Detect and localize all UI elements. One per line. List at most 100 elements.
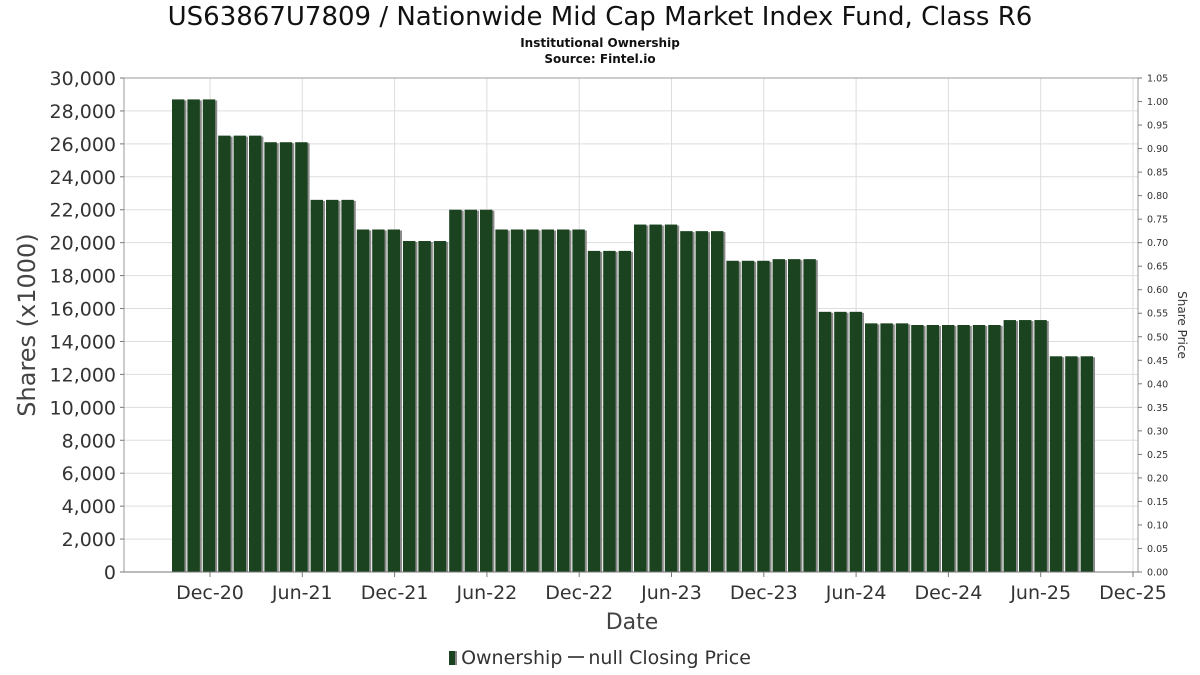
y2-tick-label: 1.05	[1147, 74, 1168, 85]
ownership-bar	[310, 199, 323, 572]
x-tick-label: Jun-25	[1009, 582, 1071, 604]
y-tick-label: 18,000	[50, 266, 116, 288]
ownership-bar	[649, 224, 662, 572]
y2-tick-label: 0.35	[1147, 403, 1168, 414]
ownership-bar	[218, 135, 231, 572]
ownership-bar	[618, 250, 631, 572]
ownership-bar	[711, 231, 724, 572]
x-axis: Dec-20 Jun-21 Dec-21 Jun-22 Dec-22 Jun-23 Dec-…	[124, 571, 1167, 604]
x-tick-label: Dec-22	[545, 582, 613, 604]
x-tick-label: Dec-21	[361, 582, 429, 604]
y2-tick-label: 0.30	[1147, 426, 1168, 437]
x-tick-label: Dec-24	[914, 582, 982, 604]
y-tick-label: 22,000	[50, 200, 116, 222]
ownership-bar	[464, 209, 477, 572]
y-tick-label: 0	[104, 562, 116, 584]
ownership-bar	[356, 229, 370, 572]
ownership-bar	[279, 142, 293, 572]
y2-tick-label: 0.95	[1147, 121, 1168, 132]
y2-tick-label: 0.75	[1147, 215, 1168, 226]
y2-tick-label: 0.85	[1147, 168, 1168, 179]
y-tick-label: 4,000	[62, 496, 116, 518]
ownership-bar	[264, 142, 277, 572]
chart-title: US63867U7809 / Nationwide Mid Cap Market…	[167, 2, 1033, 32]
ownership-bar	[1003, 320, 1016, 572]
ownership-bar	[634, 224, 647, 572]
ownership-bar	[495, 229, 508, 572]
ownership-bar	[372, 229, 385, 572]
ownership-bar	[849, 311, 862, 572]
ownership-bar	[926, 325, 939, 572]
y-tick-label: 16,000	[50, 299, 116, 321]
ownership-bar	[942, 325, 955, 572]
y-tick-label: 24,000	[50, 167, 116, 189]
y2-tick-label: 0.90	[1147, 144, 1168, 155]
ownership-bar	[803, 259, 816, 572]
y2-axis-label: Share Price	[1175, 291, 1189, 359]
ownership-bar	[541, 229, 554, 572]
bar-series-ownership	[172, 99, 1095, 572]
legend: Ownership null Closing Price	[0, 647, 1200, 669]
ownership-bar	[341, 199, 354, 572]
ownership-bar	[326, 199, 339, 572]
ownership-bar	[510, 229, 524, 572]
ownership-bar	[387, 229, 400, 572]
y2-tick-label: 0.60	[1147, 285, 1168, 296]
ownership-bar	[880, 323, 893, 572]
y-tick-label: 6,000	[62, 463, 116, 485]
ownership-bar	[726, 260, 739, 572]
legend-price-label: null Closing Price	[588, 647, 751, 669]
y2-tick-label: 0.40	[1147, 379, 1168, 390]
y-tick-label: 14,000	[50, 331, 116, 353]
ownership-bar	[295, 142, 308, 572]
ownership-bar	[788, 259, 801, 572]
y-tick-label: 2,000	[62, 529, 116, 551]
ownership-bar	[418, 241, 431, 572]
ownership-bar	[895, 323, 909, 572]
ownership-bar	[233, 135, 246, 572]
y2-tick-label: 0.00	[1147, 568, 1168, 579]
ownership-bar	[818, 311, 832, 572]
x-tick-label: Jun-21	[271, 582, 333, 604]
x-tick-label: Jun-22	[456, 582, 518, 604]
ownership-bar	[1049, 356, 1063, 572]
y-tick-label: 20,000	[50, 233, 116, 255]
ownership-bar	[187, 99, 200, 572]
ownership-bar	[403, 241, 416, 572]
ownership-bar	[1065, 356, 1078, 572]
ownership-bar	[1080, 356, 1093, 572]
ownership-bar	[988, 325, 1001, 572]
x-tick-label: Jun-24	[825, 582, 887, 604]
y2-tick-label: 0.45	[1147, 356, 1168, 367]
ownership-bar	[834, 311, 847, 572]
y-tick-label: 28,000	[50, 101, 116, 123]
ownership-bar	[557, 229, 570, 572]
y2-tick-label: 0.70	[1147, 238, 1168, 249]
y2-tick-label: 0.20	[1147, 473, 1168, 484]
ownership-bar	[664, 224, 678, 572]
ownership-bar	[572, 229, 585, 572]
ownership-bar	[680, 231, 693, 572]
chart-subtitle: Institutional Ownership	[520, 36, 680, 50]
ownership-bar	[526, 229, 539, 572]
ownership-bar	[757, 260, 770, 572]
ownership-bar	[1034, 320, 1047, 572]
y2-tick-label: 0.50	[1147, 332, 1168, 343]
y2-tick-label: 0.65	[1147, 262, 1168, 273]
y-tick-label: 30,000	[50, 68, 116, 90]
y2-tick-label: 0.15	[1147, 497, 1168, 508]
ownership-bar	[480, 209, 493, 572]
ownership-bar	[603, 250, 616, 572]
ownership-bar	[741, 260, 755, 572]
legend-price-line	[568, 656, 585, 658]
x-axis-label: Date	[606, 610, 659, 635]
x-tick-label: Dec-23	[730, 582, 798, 604]
chart-source: Source: Fintel.io	[544, 52, 656, 66]
ownership-bar	[587, 250, 601, 572]
ownership-bar	[865, 323, 878, 572]
ownership-bar	[449, 209, 462, 572]
y2-tick-label: 0.55	[1147, 309, 1168, 320]
y-tick-label: 12,000	[50, 364, 116, 386]
legend-ownership-label: Ownership	[461, 647, 563, 669]
